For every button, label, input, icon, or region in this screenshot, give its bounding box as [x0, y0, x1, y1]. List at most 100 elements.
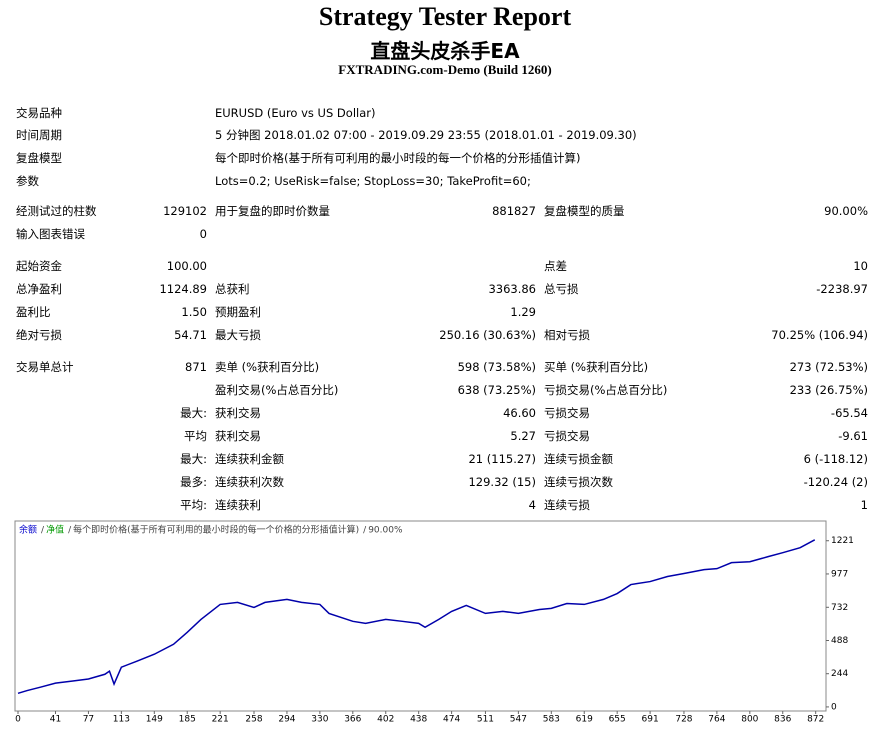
info-value: 5 分钟图 2018.01.02 07:00 - 2019.09.29 23:5…	[215, 128, 637, 142]
cell-value: 129.32 (15)	[468, 475, 536, 489]
cell-label: 获利交易	[215, 429, 261, 443]
cell-value: 最大:	[180, 406, 207, 420]
info-label: 参数	[16, 174, 39, 188]
x-tick-label: 800	[741, 715, 758, 725]
x-tick-label: 221	[212, 715, 229, 725]
legend-separator: /	[363, 526, 367, 536]
cell-label: 亏损交易(%占总百分比)	[544, 383, 668, 397]
cell-label: 连续亏损	[544, 498, 590, 512]
x-tick-label: 294	[278, 715, 295, 725]
y-tick-label: 977	[831, 569, 848, 579]
cell-label: 总净盈利	[16, 282, 62, 296]
x-tick-label: 547	[510, 715, 527, 725]
x-tick-label: 691	[642, 715, 659, 725]
x-tick-label: 728	[675, 715, 692, 725]
cell-value: 5.27	[510, 429, 536, 443]
legend-item: 90.00%	[368, 526, 403, 536]
cell-value: 1.29	[510, 305, 536, 319]
cell-label: 经测试过的柱数	[16, 204, 97, 218]
x-tick-label: 149	[146, 715, 163, 725]
cell-value: 1.50	[181, 305, 207, 319]
x-tick-label: 0	[15, 715, 21, 725]
cell-value: 10	[853, 259, 868, 273]
y-tick-label: 1221	[831, 536, 854, 546]
cell-label: 最大亏损	[215, 328, 261, 342]
info-value: Lots=0.2; UseRisk=false; StopLoss=30; Ta…	[215, 174, 531, 188]
x-tick-label: 655	[609, 715, 626, 725]
cell-value: 3363.86	[488, 282, 536, 296]
x-tick-label: 77	[83, 715, 94, 725]
cell-label: 盈利比	[16, 305, 51, 319]
cell-label: 复盘模型的质量	[544, 204, 625, 218]
cell-value: 平均:	[180, 498, 207, 512]
info-label: 复盘模型	[16, 151, 62, 165]
cell-value: 273 (72.53%)	[789, 360, 868, 374]
x-tick-label: 764	[708, 715, 725, 725]
cell-value: 129102	[163, 204, 207, 218]
x-tick-label: 438	[410, 715, 427, 725]
x-tick-label: 113	[113, 715, 130, 725]
server: FXTRADING.com-Demo (Build 1260)	[338, 62, 552, 77]
cell-label: 连续获利次数	[215, 475, 284, 489]
cell-value: 638 (73.25%)	[457, 383, 536, 397]
cell-value: 871	[185, 360, 207, 374]
cell-value: 250.16 (30.63%)	[439, 328, 536, 342]
plot-frame	[14, 520, 827, 712]
cell-value: 1	[860, 498, 868, 512]
cell-value: 54.71	[174, 328, 207, 342]
cell-value: 最大:	[180, 452, 207, 466]
x-tick-label: 41	[50, 715, 61, 725]
cell-label: 点差	[544, 259, 567, 273]
cell-value: 0	[199, 227, 207, 241]
cell-value: 881827	[492, 204, 536, 218]
cell-value: 90.00%	[824, 204, 868, 218]
cell-label: 亏损交易	[544, 406, 590, 420]
legend-separator: /	[68, 526, 72, 536]
cell-label: 连续获利	[215, 498, 261, 512]
info-value: 每个即时价格(基于所有可利用的最小时段的每一个价格的分形插值计算)	[215, 151, 581, 165]
y-tick-label: 0	[831, 702, 837, 712]
x-tick-label: 511	[477, 715, 494, 725]
cell-value: 598 (73.58%)	[457, 360, 536, 374]
cell-value: 最多:	[180, 475, 207, 489]
y-tick-label: 732	[831, 603, 848, 613]
cell-label: 用于复盘的即时价数量	[215, 204, 330, 218]
cell-label: 获利交易	[215, 406, 261, 420]
legend-item: 每个即时价格(基于所有可利用的最小时段的每一个价格的分形插值计算)	[73, 524, 359, 536]
cell-label: 绝对亏损	[16, 328, 62, 342]
info-label: 时间周期	[16, 128, 62, 142]
cell-label: 总亏损	[544, 282, 579, 296]
cell-value: 233 (26.75%)	[789, 383, 868, 397]
x-tick-label: 474	[443, 715, 460, 725]
cell-value: -65.54	[830, 406, 868, 420]
cell-label: 总获利	[215, 282, 250, 296]
cell-value: -9.61	[838, 429, 868, 443]
cell-value: -120.24 (2)	[803, 475, 868, 489]
cell-label: 卖单 (%获利百分比)	[215, 360, 320, 374]
cell-label: 盈利交易(%占总百分比)	[215, 383, 339, 397]
legend-item: 净值	[46, 524, 64, 536]
x-tick-label: 872	[807, 715, 824, 725]
info-label: 交易品种	[16, 106, 62, 120]
y-tick-label: 488	[831, 636, 848, 646]
y-tick-label: 244	[831, 669, 848, 679]
cell-value: 1124.89	[159, 282, 207, 296]
cell-label: 连续亏损次数	[544, 475, 613, 489]
cell-value: 100.00	[166, 259, 207, 273]
cell-value: 46.60	[503, 406, 536, 420]
cell-label: 相对亏损	[544, 328, 590, 342]
x-tick-label: 330	[311, 715, 328, 725]
legend-item: 余额	[19, 524, 37, 536]
ea-name: 直盘头皮杀手EA	[370, 39, 520, 63]
cell-label: 预期盈利	[215, 305, 261, 319]
cell-value: 4	[528, 498, 536, 512]
legend-separator: /	[41, 526, 45, 536]
cell-value: 21 (115.27)	[468, 452, 536, 466]
cell-label: 交易单总计	[16, 360, 74, 374]
x-tick-label: 619	[576, 715, 593, 725]
title: Strategy Tester Report	[318, 2, 572, 31]
x-tick-label: 258	[245, 715, 262, 725]
cell-label: 买单 (%获利百分比)	[544, 360, 649, 374]
